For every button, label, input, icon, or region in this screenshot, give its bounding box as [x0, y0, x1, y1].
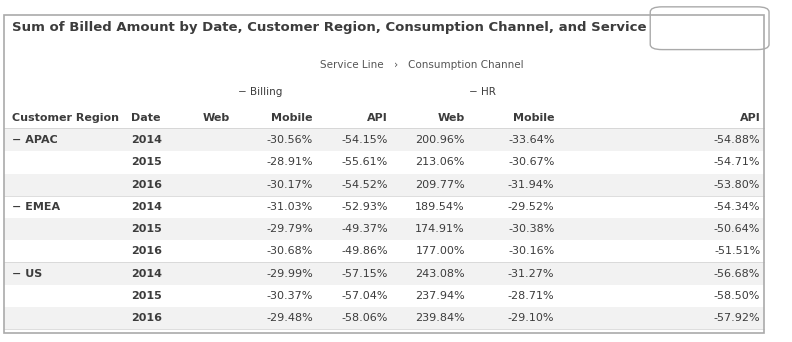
Text: − APAC: − APAC [12, 135, 58, 145]
Text: -56.68%: -56.68% [714, 268, 760, 279]
Text: -28.71%: -28.71% [508, 291, 554, 301]
Text: API: API [740, 113, 760, 123]
Text: -31.94%: -31.94% [508, 180, 554, 190]
Text: -54.71%: -54.71% [714, 157, 760, 168]
Text: 2015: 2015 [131, 157, 162, 168]
Text: -49.37%: -49.37% [341, 224, 388, 234]
Text: Mobile: Mobile [272, 113, 313, 123]
Text: -57.92%: -57.92% [714, 313, 760, 323]
Text: Mobile: Mobile [513, 113, 554, 123]
Text: ›: › [394, 60, 398, 70]
Text: -55.61%: -55.61% [342, 157, 388, 168]
Text: ✏: ✏ [687, 23, 695, 33]
Text: 2014: 2014 [131, 135, 162, 145]
Text: 2016: 2016 [131, 313, 162, 323]
Text: 243.08%: 243.08% [415, 268, 465, 279]
Text: -30.17%: -30.17% [266, 180, 313, 190]
Text: -29.10%: -29.10% [508, 313, 554, 323]
Text: 2014: 2014 [131, 202, 162, 212]
Text: Sum of Billed Amount by Date, Customer Region, Consumption Channel, and Service : Sum of Billed Amount by Date, Customer R… [12, 21, 683, 34]
Text: 177.00%: 177.00% [416, 246, 465, 256]
Text: -54.52%: -54.52% [341, 180, 388, 190]
Text: -49.86%: -49.86% [341, 246, 388, 256]
Text: -28.91%: -28.91% [266, 157, 313, 168]
Text: -31.03%: -31.03% [267, 202, 313, 212]
Text: 239.84%: 239.84% [415, 313, 465, 323]
Text: -51.51%: -51.51% [714, 246, 760, 256]
Text: Consumption Channel: Consumption Channel [408, 60, 524, 70]
Text: 174.91%: 174.91% [415, 224, 465, 234]
Text: ⌖: ⌖ [668, 23, 675, 33]
Text: 2014: 2014 [131, 268, 162, 279]
Text: Service Line: Service Line [321, 60, 384, 70]
Text: -30.68%: -30.68% [266, 246, 313, 256]
Text: -52.93%: -52.93% [341, 202, 388, 212]
Text: -31.27%: -31.27% [508, 268, 554, 279]
Text: − Billing: − Billing [238, 87, 282, 97]
Text: Web: Web [438, 113, 465, 123]
Text: -54.88%: -54.88% [714, 135, 760, 145]
Text: 200.96%: 200.96% [416, 135, 465, 145]
Text: -30.16%: -30.16% [508, 246, 554, 256]
Text: -58.06%: -58.06% [341, 313, 388, 323]
Text: 237.94%: 237.94% [415, 291, 465, 301]
Text: -33.64%: -33.64% [508, 135, 554, 145]
Text: − US: − US [12, 268, 42, 279]
Text: -29.48%: -29.48% [266, 313, 313, 323]
Text: -30.38%: -30.38% [508, 224, 554, 234]
Text: ↶: ↶ [725, 23, 733, 33]
Text: -29.52%: -29.52% [508, 202, 554, 212]
Text: -29.79%: -29.79% [266, 224, 313, 234]
Text: − HR: − HR [469, 87, 496, 97]
Text: -57.04%: -57.04% [341, 291, 388, 301]
Text: ⤢: ⤢ [706, 23, 713, 33]
Text: -30.56%: -30.56% [267, 135, 313, 145]
Text: -30.37%: -30.37% [266, 291, 313, 301]
Text: -29.99%: -29.99% [266, 268, 313, 279]
Text: -54.34%: -54.34% [714, 202, 760, 212]
Text: ⋮: ⋮ [743, 23, 752, 33]
Text: -58.50%: -58.50% [714, 291, 760, 301]
Text: 2015: 2015 [131, 224, 162, 234]
Text: -54.15%: -54.15% [341, 135, 388, 145]
Text: 209.77%: 209.77% [415, 180, 465, 190]
Text: Date: Date [131, 113, 160, 123]
Text: 189.54%: 189.54% [415, 202, 465, 212]
Text: Web: Web [203, 113, 230, 123]
Text: -57.15%: -57.15% [341, 268, 388, 279]
Text: API: API [367, 113, 388, 123]
Text: 2016: 2016 [131, 246, 162, 256]
Text: 213.06%: 213.06% [416, 157, 465, 168]
Text: -50.64%: -50.64% [714, 224, 760, 234]
Text: -30.67%: -30.67% [508, 157, 554, 168]
Text: Customer Region: Customer Region [12, 113, 119, 123]
Text: 2015: 2015 [131, 291, 162, 301]
Text: 2016: 2016 [131, 180, 162, 190]
Text: -53.80%: -53.80% [714, 180, 760, 190]
Text: − EMEA: − EMEA [12, 202, 60, 212]
